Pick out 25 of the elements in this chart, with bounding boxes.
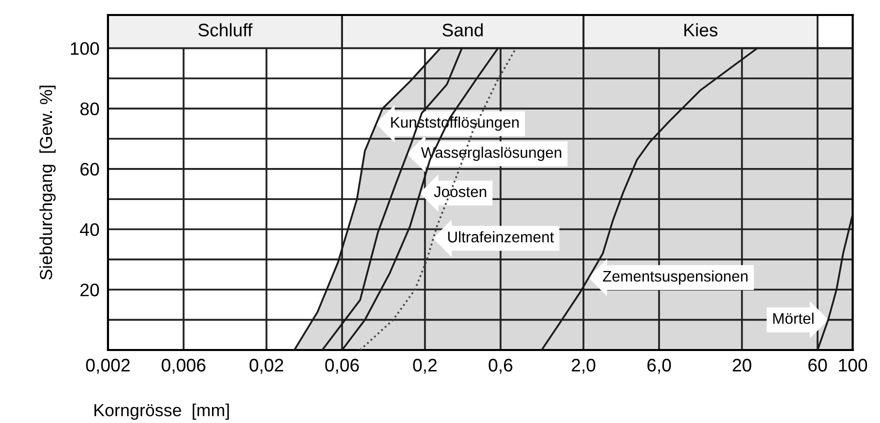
x-tick-label: 100	[839, 358, 868, 372]
y-tick-label: 40	[80, 223, 99, 236]
x-tick-label: 60	[808, 358, 827, 372]
series-label: Mörtel	[773, 312, 814, 324]
x-tick-label: 6,0	[647, 358, 671, 374]
series-label: Zementsuspensionen	[602, 270, 748, 285]
x-tick-label: 0,02	[250, 358, 284, 374]
y-tick-label: 20	[80, 284, 99, 296]
x-tick-label: 0,06	[325, 358, 359, 374]
x-tick-label: 0,002	[86, 358, 130, 374]
y-tick-label: 100	[70, 42, 99, 55]
x-tick-label: 0,006	[162, 358, 206, 374]
x-axis-title: Korngrösse [mm]	[94, 404, 229, 420]
y-tick-label: 80	[80, 102, 99, 116]
band-label: Sand	[442, 23, 483, 36]
x-tick-label: 2,0	[572, 358, 596, 374]
x-tick-label: 0,2	[413, 358, 437, 374]
band-label: Schluff	[198, 23, 252, 36]
series-label: Joosten	[434, 186, 486, 198]
x-tick-label: 0,6	[488, 358, 512, 374]
y-tick-label: 60	[80, 162, 99, 176]
series-label: Ultrafeinzement	[448, 231, 554, 242]
y-axis-title: Siebdurchgang [Gew. %]	[39, 86, 56, 280]
x-tick-label: 20	[732, 358, 752, 372]
band-label: Kies	[684, 23, 718, 36]
